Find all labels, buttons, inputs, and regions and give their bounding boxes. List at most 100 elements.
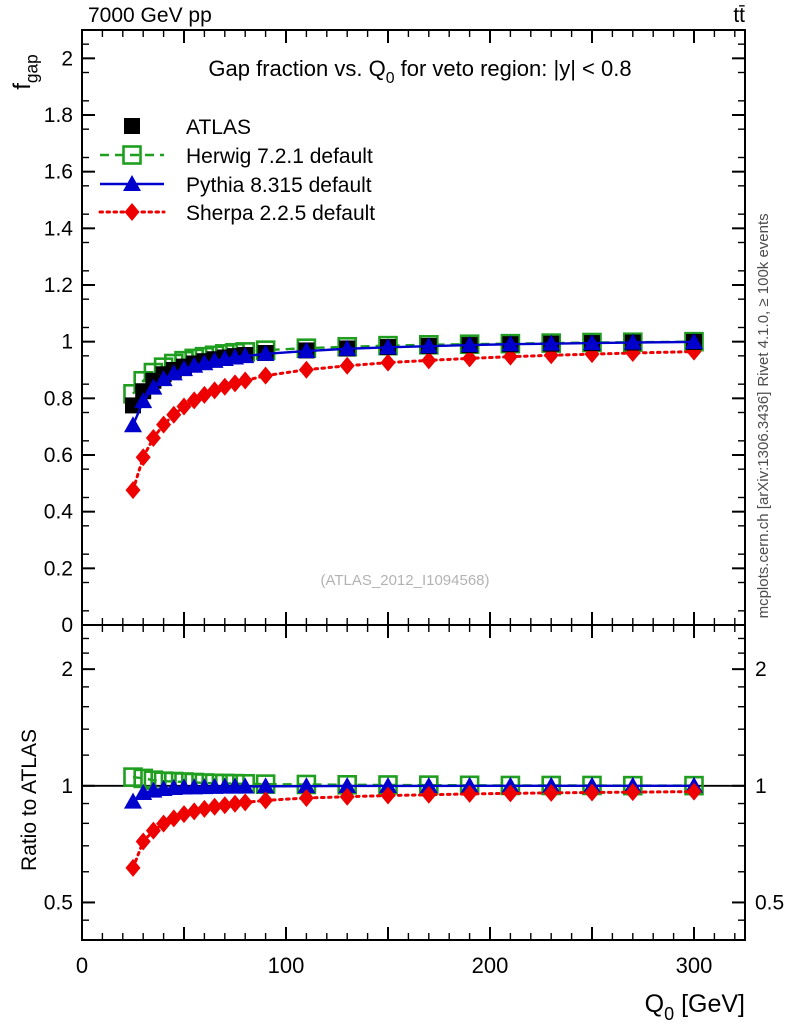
- mcplots-reference-label: mcplots.cern.ch [arXiv:1306.3436]: [755, 392, 772, 619]
- ratio-marker-sherpa: [237, 793, 253, 812]
- ratio-ytick-label: 0.5: [44, 891, 73, 914]
- main-ytick-label: 2: [61, 47, 73, 70]
- main-ytick-label: 1.6: [44, 161, 73, 184]
- main-marker-pythia: [685, 332, 703, 349]
- main-ytick-label: 1.8: [44, 104, 73, 127]
- main-marker-pythia: [124, 416, 142, 433]
- main-marker-sherpa: [135, 448, 151, 467]
- main-marker-pythia: [236, 347, 255, 364]
- ratio-marker-sherpa: [584, 783, 600, 802]
- ratio-ytick-label: 1: [61, 775, 73, 798]
- main-marker-sherpa: [125, 481, 141, 500]
- legend-item-pythia-marker: [123, 175, 141, 191]
- ratio-marker-sherpa: [380, 786, 396, 805]
- ratio-marker-pythia: [297, 777, 316, 794]
- main-ytick-label: 0.2: [44, 557, 73, 580]
- ratio-marker-pythia: [124, 792, 142, 809]
- main-ytick-label: 1.2: [44, 274, 73, 297]
- main-marker-pythia: [542, 334, 561, 351]
- ratio-marker-sherpa: [543, 783, 559, 802]
- main-marker-sherpa: [156, 415, 172, 434]
- ratio-marker-sherpa: [207, 797, 223, 816]
- ratio-marker-sherpa: [125, 858, 141, 877]
- main-marker-sherpa: [421, 351, 437, 370]
- ratio-marker-sherpa: [186, 802, 202, 821]
- legend-item-atlas-marker: [124, 118, 140, 134]
- main-ytick-label: 1: [61, 331, 73, 354]
- main-ytick-label: 0.8: [44, 387, 73, 410]
- main-marker-pythia: [623, 333, 642, 350]
- ratio-marker-pythia: [379, 776, 397, 793]
- main-ytick-label: 0.4: [44, 501, 74, 524]
- main-marker-sherpa: [145, 429, 161, 447]
- main-marker-pythia: [297, 342, 316, 359]
- main-marker-pythia: [419, 337, 438, 354]
- ratio-marker-sherpa: [625, 783, 641, 802]
- main-marker-sherpa: [166, 405, 182, 424]
- xaxis-tick-label: 0: [76, 953, 88, 978]
- main-marker-sherpa: [258, 366, 274, 385]
- ratio-ytick-label-right: 1: [755, 775, 767, 798]
- legend-item-sherpa-label: Sherpa 2.2.5 default: [186, 202, 375, 225]
- process-label: tt̄: [733, 4, 745, 27]
- main-marker-pythia: [460, 336, 479, 353]
- ratio-yaxis-label: Ratio to ATLAS: [18, 729, 41, 871]
- main-yaxis-label: fgap: [9, 54, 42, 89]
- ratio-marker-sherpa: [421, 785, 437, 804]
- legend-item-atlas-label: ATLAS: [186, 116, 251, 139]
- ratio-marker-pythia: [419, 776, 438, 793]
- ratio-marker-sherpa: [217, 796, 233, 815]
- main-ytick-label: 0.6: [44, 444, 73, 467]
- dataset-watermark: (ATLAS_2012_I1094568): [320, 572, 489, 589]
- main-ytick-label: 0: [61, 614, 73, 637]
- main-marker-sherpa: [237, 371, 253, 390]
- ratio-marker-herwig: [123, 767, 143, 787]
- ratio-marker-sherpa: [462, 784, 478, 803]
- legend-item-herwig-label: Herwig 7.2.1 default: [186, 145, 373, 168]
- main-marker-pythia: [379, 338, 397, 355]
- ratio-marker-sherpa: [298, 789, 314, 808]
- ratio-ytick-label: 2: [61, 658, 73, 681]
- main-marker-sherpa: [339, 356, 355, 375]
- legend-item-herwig-marker: [122, 145, 142, 165]
- main-marker-atlas: [125, 397, 141, 414]
- beam-energy-label: 7000 GeV pp: [88, 4, 212, 27]
- ratio-marker-sherpa: [339, 787, 355, 806]
- main-marker-pythia: [134, 392, 153, 409]
- main-marker-pythia: [164, 364, 183, 381]
- main-marker-pythia: [144, 378, 163, 395]
- main-marker-pythia: [501, 335, 520, 352]
- xaxis-tick-label: 300: [676, 953, 713, 978]
- main-marker-sherpa: [176, 397, 192, 416]
- ratio-marker-pythia: [460, 776, 479, 793]
- ratio-marker-pythia: [236, 777, 255, 794]
- main-marker-sherpa: [227, 374, 243, 393]
- main-marker-pythia: [338, 339, 357, 356]
- xaxis-tick-label: 100: [268, 953, 305, 978]
- main-plot-title: Gap fraction vs. Q0 for veto region: |y|…: [208, 56, 631, 87]
- ratio-marker-sherpa: [258, 791, 274, 810]
- ratio-marker-sherpa: [227, 794, 243, 813]
- ratio-marker-sherpa: [686, 782, 702, 801]
- main-marker-sherpa: [462, 349, 478, 368]
- ratio-marker-pythia: [338, 776, 357, 793]
- ratio-marker-sherpa: [502, 784, 518, 803]
- xaxis-tick-label: 200: [472, 953, 509, 978]
- legend-item-pythia-label: Pythia 8.315 default: [186, 174, 372, 197]
- main-marker-sherpa: [380, 353, 396, 372]
- ratio-marker-sherpa: [176, 805, 192, 824]
- main-ytick-label: 1.4: [44, 217, 74, 240]
- legend-item-sherpa-marker: [124, 203, 140, 221]
- main-marker-pythia: [256, 344, 275, 361]
- ratio-marker-sherpa: [135, 832, 151, 851]
- rivet-version-label: Rivet 4.1.0, ≥ 100k events: [755, 213, 772, 386]
- ratio-ytick-label-right: 2: [755, 658, 767, 681]
- ratio-marker-sherpa: [145, 821, 161, 840]
- ratio-plot-frame: [81, 624, 746, 941]
- ratio-marker-pythia: [256, 777, 275, 794]
- main-marker-pythia: [583, 334, 601, 351]
- main-marker-pythia: [154, 370, 173, 387]
